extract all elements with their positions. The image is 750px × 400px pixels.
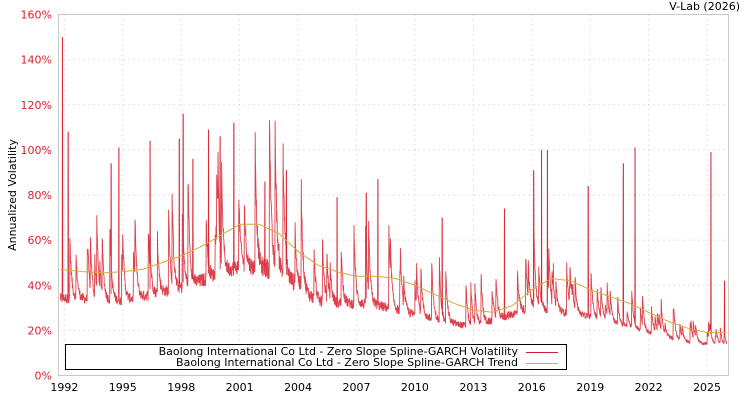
y-tick-label: 100% xyxy=(21,144,52,157)
volatility-line xyxy=(59,37,728,346)
y-tick-label: 120% xyxy=(21,99,52,112)
volatility-series-line xyxy=(59,37,728,346)
x-tick-label: 2013 xyxy=(459,381,487,394)
x-tick-label: 2019 xyxy=(576,381,604,394)
x-tick-label: 2025 xyxy=(693,381,721,394)
x-tick-label: 1995 xyxy=(109,381,137,394)
y-tick-label: 140% xyxy=(21,54,52,67)
x-tick-label: 2010 xyxy=(401,381,429,394)
x-tick-label: 1992 xyxy=(50,381,78,394)
trend-series-line xyxy=(60,223,727,334)
x-tick-label: 2001 xyxy=(226,381,254,394)
x-tick-label: 2007 xyxy=(342,381,370,394)
y-tick-label: 20% xyxy=(28,324,52,337)
y-axis-tick-labels: 0% 20% 40% 60% 80% 100% 120% 140% 160% xyxy=(21,9,52,383)
legend-item-trend: Baolong International Co Ltd - Zero Slop… xyxy=(176,357,558,369)
y-tick-label: 80% xyxy=(28,189,52,202)
x-tick-label: 2016 xyxy=(518,381,546,394)
y-tick-label: 60% xyxy=(28,234,52,247)
x-tick-label: 2022 xyxy=(635,381,663,394)
x-tick-label: 2004 xyxy=(284,381,312,394)
legend-item-volatility: Baolong International Co Ltd - Zero Slop… xyxy=(159,346,558,358)
x-tick-label: 1998 xyxy=(167,381,195,394)
y-tick-label: 40% xyxy=(28,279,52,292)
legend-swatch-trend-line-icon xyxy=(526,362,558,364)
y-axis-label: Annualized Volatility xyxy=(6,139,19,251)
x-axis-tick-labels: 1992 1995 1998 2001 2004 2007 2010 2013 2016 2019… xyxy=(50,381,721,394)
trend-line xyxy=(60,223,727,334)
y-tick-label: 160% xyxy=(21,9,52,22)
source-credit: V-Lab (2026) xyxy=(669,0,740,13)
chart-legend: Baolong International Co Ltd - Zero Slop… xyxy=(65,344,567,370)
grid-lines xyxy=(58,14,729,376)
legend-label-trend: Baolong International Co Ltd - Zero Slop… xyxy=(176,356,518,369)
plot-frame xyxy=(58,14,729,376)
y-tick-label: 0% xyxy=(35,370,52,383)
legend-label-volatility: Baolong International Co Ltd - Zero Slop… xyxy=(158,345,518,358)
legend-swatch-volatility-line-icon xyxy=(526,351,558,353)
